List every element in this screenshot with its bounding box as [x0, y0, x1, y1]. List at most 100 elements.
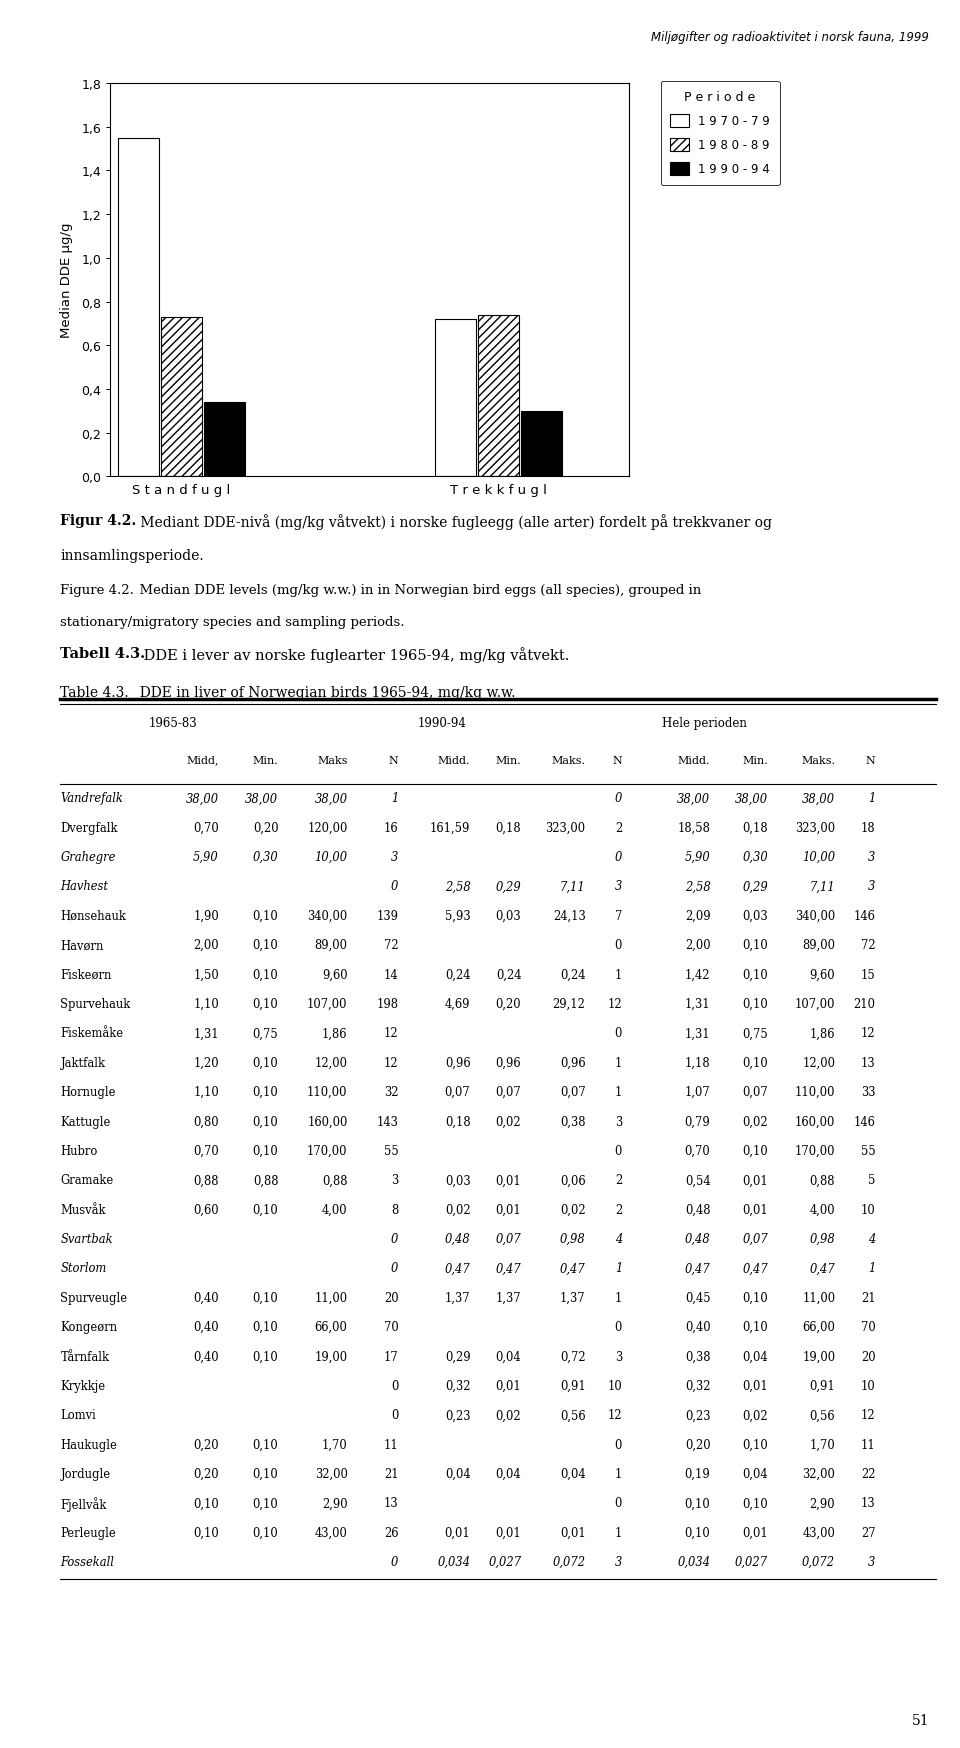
- Text: 1,37: 1,37: [560, 1292, 586, 1304]
- Text: 0,10: 0,10: [742, 1056, 768, 1070]
- Text: 5,93: 5,93: [444, 909, 470, 923]
- Text: 55: 55: [384, 1145, 398, 1157]
- Text: 0,10: 0,10: [252, 1145, 278, 1157]
- Text: 1,86: 1,86: [322, 1026, 348, 1040]
- Text: Haukugle: Haukugle: [60, 1439, 117, 1451]
- Text: 0,10: 0,10: [252, 1526, 278, 1538]
- Text: 1,37: 1,37: [495, 1292, 521, 1304]
- Text: 0,10: 0,10: [252, 909, 278, 923]
- Text: 0,07: 0,07: [444, 1086, 470, 1098]
- Text: 2,00: 2,00: [193, 939, 219, 951]
- Text: 2,00: 2,00: [684, 939, 710, 951]
- Text: 0,80: 0,80: [193, 1115, 219, 1127]
- Text: 89,00: 89,00: [315, 939, 348, 951]
- Text: 10,00: 10,00: [802, 851, 835, 864]
- Text: 0,60: 0,60: [193, 1203, 219, 1217]
- Text: 0: 0: [614, 792, 622, 804]
- Text: 0,01: 0,01: [560, 1526, 586, 1538]
- Text: 9,60: 9,60: [322, 968, 348, 981]
- Text: 12: 12: [608, 998, 622, 1010]
- Text: Dvergfalk: Dvergfalk: [60, 822, 118, 834]
- Text: 10,00: 10,00: [314, 851, 348, 864]
- Text: 0,24: 0,24: [560, 968, 586, 981]
- Text: 0,10: 0,10: [193, 1526, 219, 1538]
- Text: DDE i lever av norske fuglearter 1965-94, mg/kg våtvekt.: DDE i lever av norske fuglearter 1965-94…: [139, 647, 569, 662]
- Bar: [435, 320, 476, 477]
- Text: 0,47: 0,47: [495, 1262, 521, 1274]
- Text: 1,10: 1,10: [193, 998, 219, 1010]
- Text: 3: 3: [614, 1556, 622, 1568]
- Text: 19,00: 19,00: [314, 1349, 348, 1363]
- Text: 0,072: 0,072: [552, 1556, 586, 1568]
- Text: 340,00: 340,00: [795, 909, 835, 923]
- Bar: [160, 318, 202, 477]
- Text: 1,10: 1,10: [193, 1086, 219, 1098]
- Text: 0,10: 0,10: [742, 1145, 768, 1157]
- Text: 2,09: 2,09: [684, 909, 710, 923]
- Text: 10: 10: [861, 1379, 876, 1391]
- Text: 0,98: 0,98: [809, 1232, 835, 1245]
- Text: Miljøgifter og radioaktivitet i norsk fauna, 1999: Miljøgifter og radioaktivitet i norsk fa…: [652, 31, 929, 44]
- Text: 143: 143: [376, 1115, 398, 1127]
- Text: 0,04: 0,04: [444, 1467, 470, 1481]
- Text: 43,00: 43,00: [803, 1526, 835, 1538]
- Text: 1,31: 1,31: [193, 1026, 219, 1040]
- Text: 0,96: 0,96: [495, 1056, 521, 1070]
- Text: 0,91: 0,91: [809, 1379, 835, 1391]
- Bar: [118, 138, 159, 477]
- Text: 0,19: 0,19: [684, 1467, 710, 1481]
- Text: 0: 0: [391, 1262, 398, 1274]
- Text: 0,01: 0,01: [495, 1203, 521, 1217]
- Text: Mediant DDE-nivå (mg/kg våtvekt) i norske fugleegg (alle arter) fordelt på trekk: Mediant DDE-nivå (mg/kg våtvekt) i norsk…: [136, 514, 772, 530]
- Text: 0,072: 0,072: [802, 1556, 835, 1568]
- Text: 1: 1: [614, 968, 622, 981]
- Text: 0,01: 0,01: [495, 1173, 521, 1187]
- Text: 0,10: 0,10: [742, 968, 768, 981]
- Text: 3: 3: [614, 1115, 622, 1127]
- Text: 0,20: 0,20: [495, 998, 521, 1010]
- Text: Havørn: Havørn: [60, 939, 104, 951]
- Text: Hønsehauk: Hønsehauk: [60, 909, 127, 923]
- Text: Midd.: Midd.: [678, 755, 710, 766]
- Text: 3: 3: [868, 851, 876, 864]
- Text: 12,00: 12,00: [315, 1056, 348, 1070]
- Text: 4,69: 4,69: [444, 998, 470, 1010]
- Text: 0,24: 0,24: [495, 968, 521, 981]
- Text: 0,23: 0,23: [444, 1409, 470, 1421]
- Text: Grahegre: Grahegre: [60, 851, 116, 864]
- Text: Krykkje: Krykkje: [60, 1379, 106, 1391]
- Text: Kongeørn: Kongeørn: [60, 1320, 118, 1334]
- Text: 0: 0: [614, 1439, 622, 1451]
- Text: 170,00: 170,00: [795, 1145, 835, 1157]
- Text: 107,00: 107,00: [307, 998, 348, 1010]
- Y-axis label: Median DDE µg/g: Median DDE µg/g: [60, 222, 73, 339]
- Text: 3: 3: [868, 1556, 876, 1568]
- Text: 0,40: 0,40: [684, 1320, 710, 1334]
- Text: 0,04: 0,04: [560, 1467, 586, 1481]
- Text: 0: 0: [391, 1556, 398, 1568]
- Text: 198: 198: [376, 998, 398, 1010]
- Text: 0,07: 0,07: [560, 1086, 586, 1098]
- Text: 0,10: 0,10: [742, 939, 768, 951]
- Text: 1,31: 1,31: [684, 998, 710, 1010]
- Text: Vandrefalk: Vandrefalk: [60, 792, 123, 804]
- Text: 0: 0: [391, 1232, 398, 1245]
- Text: 24,13: 24,13: [553, 909, 586, 923]
- Text: Jordugle: Jordugle: [60, 1467, 110, 1481]
- Text: 0,88: 0,88: [252, 1173, 278, 1187]
- Text: 12: 12: [384, 1056, 398, 1070]
- Text: 0,29: 0,29: [444, 1349, 470, 1363]
- Text: 1,70: 1,70: [322, 1439, 348, 1451]
- Text: 32: 32: [384, 1086, 398, 1098]
- Text: 0,70: 0,70: [193, 1145, 219, 1157]
- Text: 110,00: 110,00: [795, 1086, 835, 1098]
- Text: 22: 22: [861, 1467, 876, 1481]
- Text: Hubro: Hubro: [60, 1145, 98, 1157]
- Text: 17: 17: [384, 1349, 398, 1363]
- Text: 32,00: 32,00: [315, 1467, 348, 1481]
- Text: 72: 72: [861, 939, 876, 951]
- Text: 10: 10: [861, 1203, 876, 1217]
- Text: Midd,: Midd,: [186, 755, 219, 766]
- Text: 0,10: 0,10: [252, 1086, 278, 1098]
- Text: 55: 55: [861, 1145, 876, 1157]
